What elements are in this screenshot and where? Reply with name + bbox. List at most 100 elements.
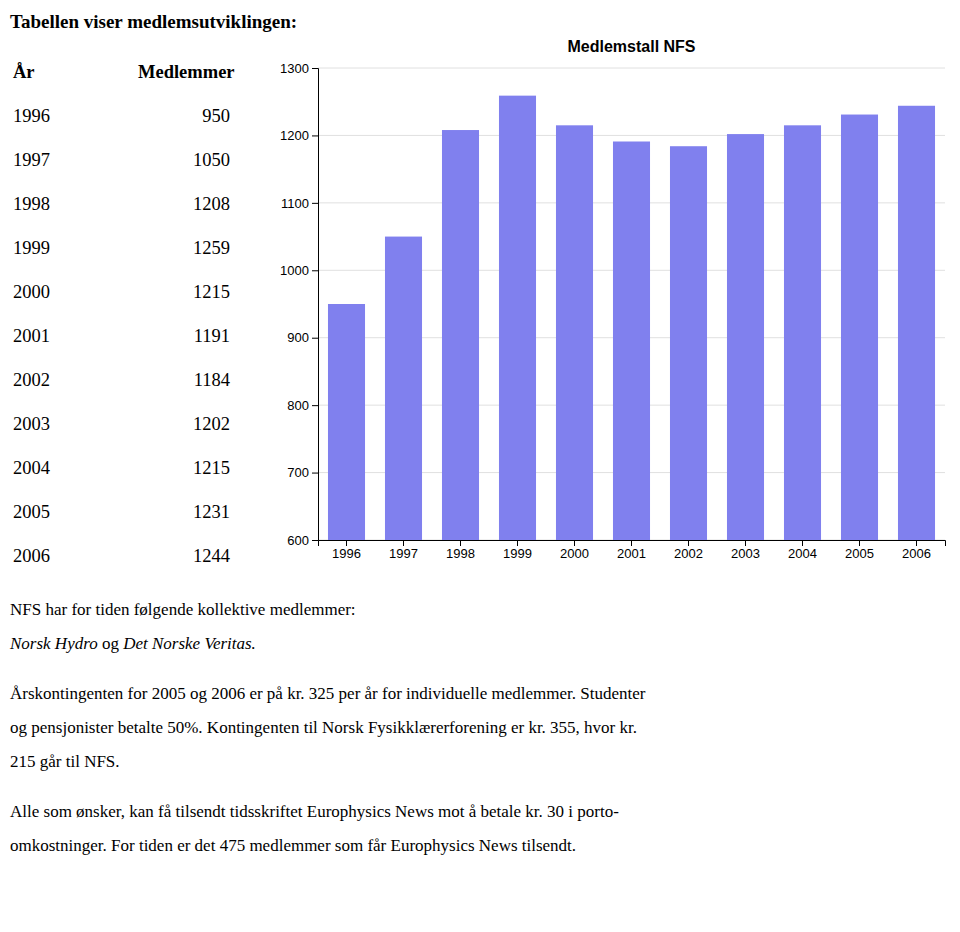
y-axis-line <box>312 69 319 541</box>
bar <box>727 134 764 540</box>
y-tick-mark <box>312 540 318 541</box>
y-axis: 600 700 800 900 1000 1100 1200 1300 <box>280 61 318 548</box>
table-year: 2000 <box>13 282 50 302</box>
bar <box>442 130 479 540</box>
y-tick: 1300 <box>280 61 318 76</box>
y-tick-label: 1000 <box>280 263 309 278</box>
table-year: 2006 <box>13 546 50 566</box>
table-year: 1997 <box>13 150 50 170</box>
y-tick-label: 900 <box>287 330 309 345</box>
y-tick-mark <box>312 203 318 204</box>
table-year: 2001 <box>13 326 50 346</box>
y-tick-mark <box>312 68 318 69</box>
x-tick: 1998 <box>446 540 475 561</box>
x-tick: 1999 <box>503 540 532 561</box>
x-tick-label: 1997 <box>389 546 418 561</box>
x-tick-label: 2003 <box>731 546 760 561</box>
x-tick: 2003 <box>731 540 760 561</box>
text-segment: Det Norske Veritas. <box>122 634 256 653</box>
x-tick: 1997 <box>389 540 418 561</box>
y-tick-mark <box>312 135 318 136</box>
x-tick-label: 2004 <box>788 546 817 561</box>
x-tick-mark <box>517 540 518 546</box>
x-tick-mark <box>688 540 689 546</box>
x-tick: 1996 <box>332 540 361 561</box>
paragraph-line: Alle som ønsker, kan få tilsendt tidsskr… <box>10 802 619 821</box>
x-tick-mark <box>631 540 632 546</box>
y-tick: 900 <box>287 330 318 345</box>
y-tick-label: 1200 <box>280 128 309 143</box>
x-tick-mark <box>460 540 461 546</box>
grid-line <box>318 68 945 69</box>
paragraph-line: NFS har for tiden følgende kollektive me… <box>10 600 356 619</box>
bar <box>670 146 707 540</box>
bar <box>328 304 365 540</box>
bar <box>784 125 821 540</box>
paragraph-line: omkostninger. For tiden er det 475 medle… <box>10 836 576 855</box>
x-axis: 1996 1997 1998 1999 2000 2001 2002 2003 2004 2005… <box>319 540 946 561</box>
x-tick-label: 2002 <box>674 546 703 561</box>
x-tick: 2002 <box>674 540 703 561</box>
table-members: 1184 <box>194 370 230 390</box>
y-tick: 800 <box>287 398 318 413</box>
table-year: 1999 <box>13 238 50 258</box>
x-tick-label: 2000 <box>560 546 589 561</box>
y-tick-mark <box>312 405 318 406</box>
x-tick-label: 2005 <box>845 546 874 561</box>
table-year: 1998 <box>13 194 50 214</box>
x-tick: 2006 <box>902 540 931 561</box>
y-tick-label: 1100 <box>281 196 309 211</box>
bar <box>898 106 935 540</box>
x-tick: 2005 <box>845 540 874 561</box>
x-tick-label: 1999 <box>503 546 532 561</box>
table-year: 2004 <box>13 458 50 478</box>
x-tick-mark <box>574 540 575 546</box>
text-segment: Norsk Hydro <box>9 634 98 653</box>
x-tick: 2000 <box>560 540 589 561</box>
table-header: Medlemmer <box>138 62 235 82</box>
y-tick-mark <box>312 270 318 271</box>
x-axis-line <box>319 541 946 547</box>
y-tick: 600 <box>287 533 318 548</box>
bar <box>841 115 878 540</box>
x-tick-label: 1998 <box>446 546 475 561</box>
chart-title: Medlemstall NFS <box>567 38 695 55</box>
bars <box>328 96 935 540</box>
y-tick-label: 800 <box>287 398 309 413</box>
paragraph-line: 215 går til NFS. <box>10 752 120 771</box>
paragraph-line: Årskontingenten for 2005 og 2006 er på k… <box>10 684 646 703</box>
x-tick-label: 1996 <box>332 546 361 561</box>
y-tick-label: 1300 <box>280 61 309 76</box>
y-tick: 700 <box>287 465 318 480</box>
bar <box>385 237 422 540</box>
y-tick-label: 600 <box>287 533 309 548</box>
table-members: 1208 <box>193 194 230 214</box>
table-year: 1996 <box>13 106 50 126</box>
body-text: NFS har for tiden følgende kollektive me… <box>9 600 646 855</box>
x-tick-mark <box>346 540 347 546</box>
table-members: 1050 <box>193 150 230 170</box>
table-header: År <box>13 62 35 82</box>
table-members: 1244 <box>193 546 230 566</box>
y-tick-mark <box>312 473 318 474</box>
table-members: 1215 <box>193 282 230 302</box>
table-year: 2005 <box>13 502 50 522</box>
y-tick-label: 700 <box>287 465 309 480</box>
table-members: 1231 <box>193 502 230 522</box>
y-tick-mark <box>312 338 318 339</box>
paragraph-line: Norsk Hydro og Det Norske Veritas. <box>9 634 256 653</box>
x-tick-label: 2006 <box>902 546 931 561</box>
table-year: 2003 <box>13 414 50 434</box>
bar <box>499 96 536 540</box>
table-members: 1215 <box>193 458 230 478</box>
table-members: 1202 <box>193 414 230 434</box>
heading: Tabellen viser medlemsutviklingen: <box>10 11 297 32</box>
x-tick: 2001 <box>617 540 646 561</box>
table-year: 2002 <box>13 370 50 390</box>
x-tick-mark <box>403 540 404 546</box>
page: Tabellen viser medlemsutviklingen: År Medl… <box>0 0 960 932</box>
table: ÅrMedlemmer19969501997105019981208199912… <box>13 62 235 566</box>
x-tick: 2004 <box>788 540 817 561</box>
text-segment: og <box>98 634 124 653</box>
y-tick: 1100 <box>281 196 318 211</box>
